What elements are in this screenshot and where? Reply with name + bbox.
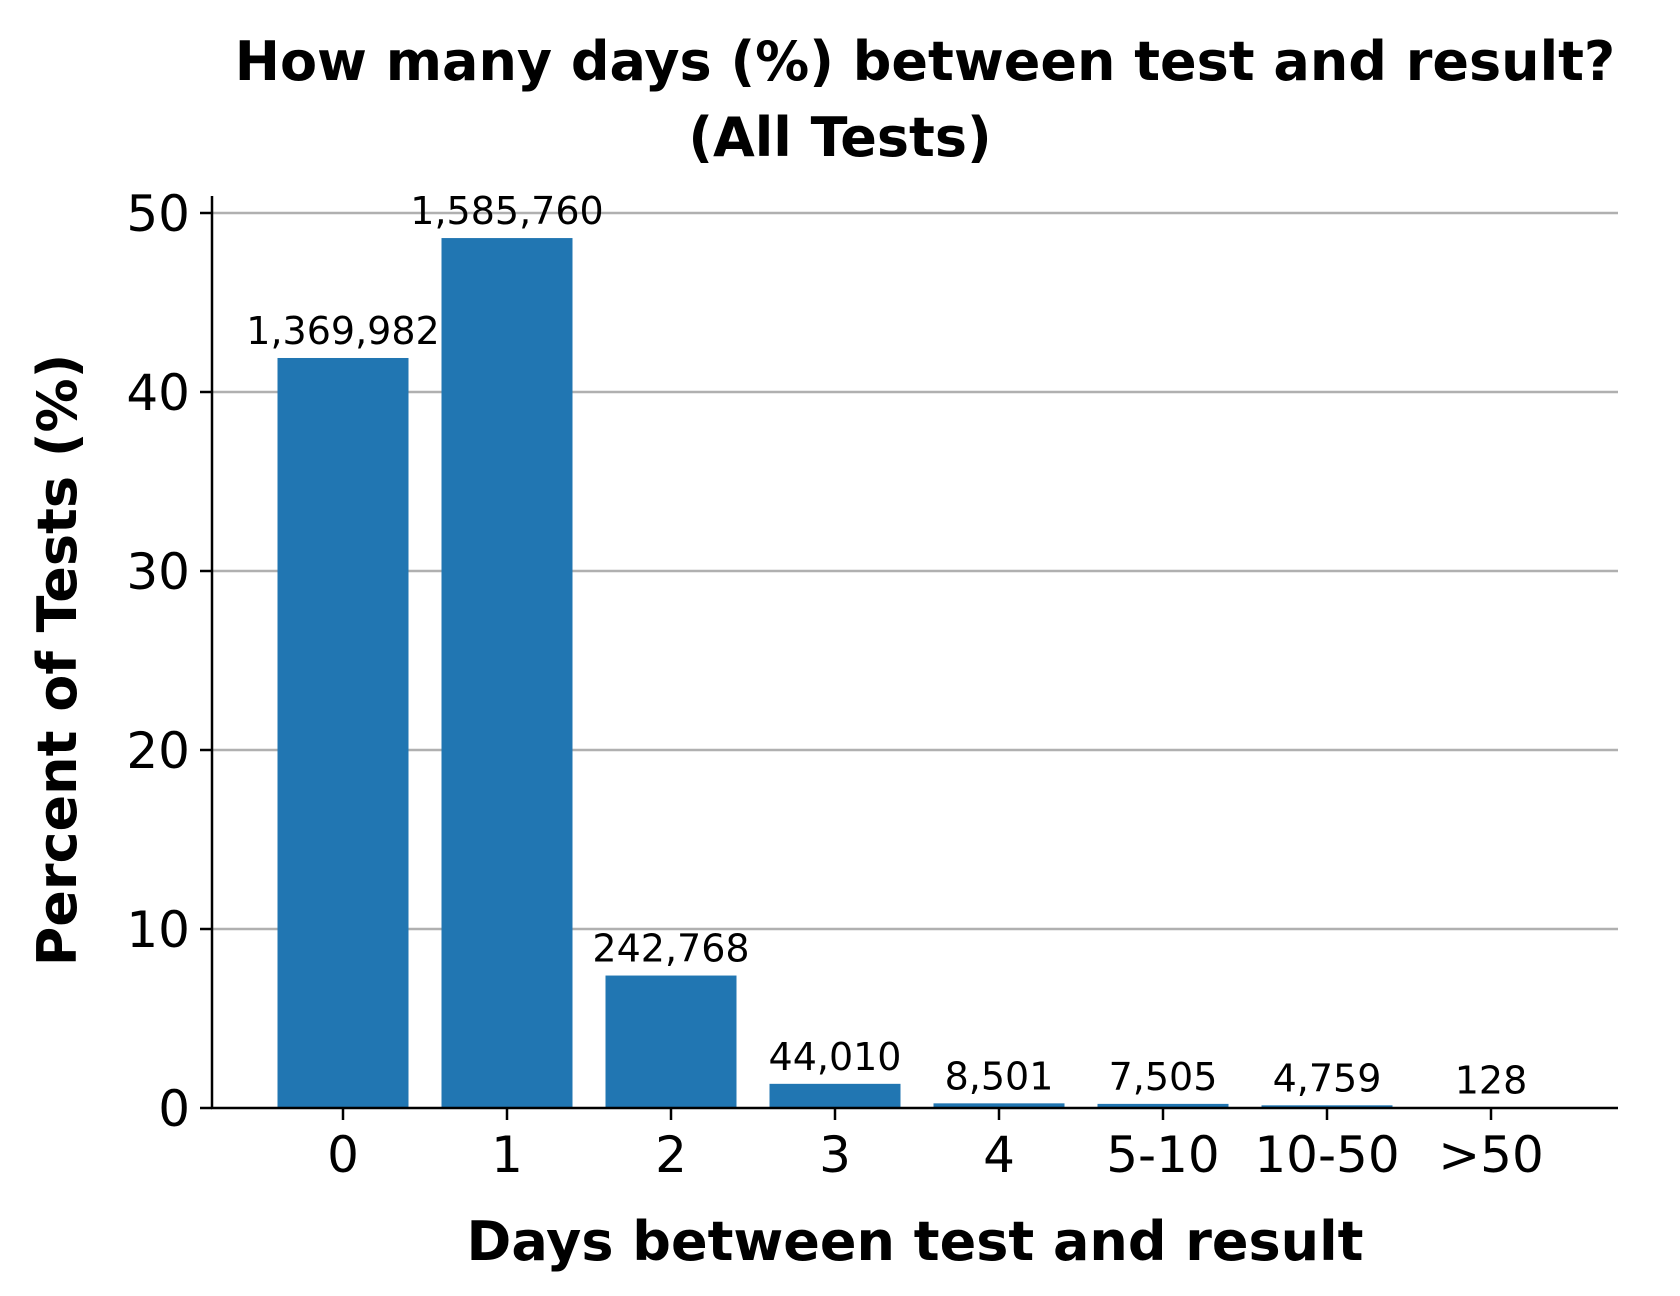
- y-tick-label: 10: [126, 901, 190, 959]
- x-tick-label: 5-10: [1106, 1126, 1219, 1184]
- bar: [441, 238, 573, 1108]
- axes: 0 10 20 30 40 50 0 1 2 3 4 5-10 10-50 >50: [126, 185, 1618, 1184]
- bar: [769, 1083, 901, 1108]
- bar-data-label: 1,369,982: [246, 309, 439, 353]
- bar-data-label: 1,585,760: [410, 189, 603, 233]
- bar-data-label: 128: [1455, 1058, 1528, 1102]
- x-axis-title: Days between test and result: [467, 1210, 1364, 1273]
- y-tick-label: 30: [126, 543, 190, 601]
- bar-data-label: 4,759: [1273, 1056, 1382, 1100]
- bar-data-label: 44,010: [769, 1035, 902, 1079]
- x-tick-label: 1: [491, 1126, 523, 1184]
- y-tick-label: 40: [126, 364, 190, 422]
- x-tick-label: 2: [655, 1126, 687, 1184]
- y-tick-label: 0: [158, 1080, 190, 1138]
- x-tick-label: 0: [327, 1126, 359, 1184]
- bar: [277, 357, 409, 1108]
- bar: [1097, 1103, 1229, 1108]
- x-tick-label: 10-50: [1254, 1126, 1399, 1184]
- bar: [605, 975, 737, 1108]
- bar-data-label: 7,505: [1109, 1055, 1218, 1099]
- bars: [277, 238, 1557, 1108]
- bar: [1261, 1105, 1393, 1108]
- bar: [933, 1103, 1065, 1108]
- chart-subtitle: (All Tests): [688, 106, 992, 169]
- chart-title: How many days (%) between test and resul…: [234, 30, 1616, 93]
- y-axis-title: Percent of Tests (%): [26, 354, 89, 967]
- x-tick-label: 4: [983, 1126, 1015, 1184]
- chart-title-block: How many days (%) between test and resul…: [0, 24, 1680, 176]
- y-tick-label: 20: [126, 722, 190, 780]
- bar-labels: 1,369,982 1,585,760 242,768 44,010 8,501 7,50…: [246, 189, 1527, 1102]
- bar-data-label: 8,501: [945, 1054, 1054, 1098]
- bar-data-label: 242,768: [592, 927, 749, 971]
- y-tick-label: 50: [126, 185, 190, 243]
- x-tick-label: 3: [819, 1126, 851, 1184]
- x-tick-label: >50: [1438, 1126, 1544, 1184]
